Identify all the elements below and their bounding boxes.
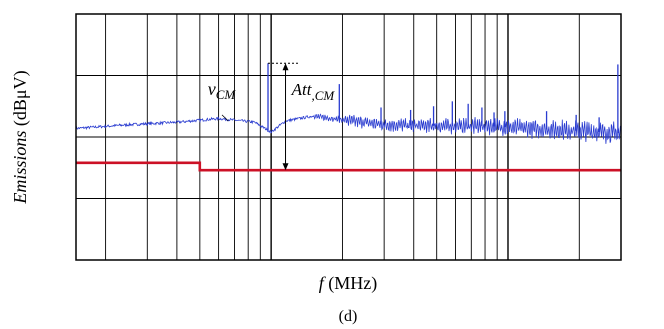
data-traces: [75, 63, 622, 172]
emission-series-label: vCM: [208, 79, 237, 102]
emission-label-sub: CM: [216, 87, 237, 102]
y-axis-label: Emissions (dBμV): [10, 70, 31, 204]
grid-lines: [76, 14, 621, 260]
attenuation-label-var: Att: [291, 80, 313, 99]
emission-trace: [75, 113, 622, 144]
attenuation-arrowhead-bottom: [282, 163, 289, 171]
emission-label-var: v: [208, 79, 216, 99]
x-axis-label: f (MHz): [319, 273, 378, 294]
annotations: Att,CM vCM: [208, 62, 336, 171]
plot-frame: [75, 13, 622, 261]
attenuation-label-sub: ,CM: [311, 88, 335, 103]
cispr-limit-line: [76, 161, 621, 172]
emission-label-leader: [221, 114, 229, 122]
figure-caption: (d): [339, 308, 358, 325]
attenuation-label: Att,CM: [291, 80, 336, 103]
attenuation-arrowhead-top: [282, 63, 289, 71]
